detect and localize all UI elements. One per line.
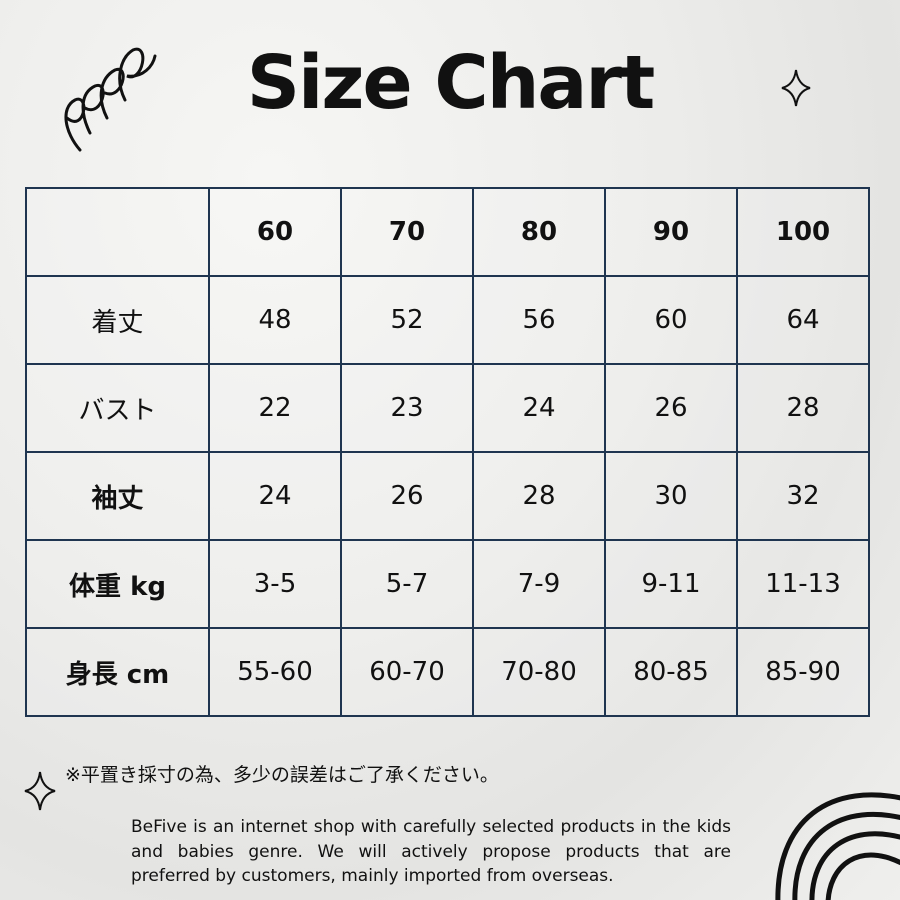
sparkle-icon [24, 771, 56, 811]
table-cell: 70-80 [472, 627, 606, 717]
shop-description: BeFive is an internet shop with carefull… [131, 817, 731, 886]
size-header-cell: 90 [604, 187, 738, 277]
table-cell: 3-5 [208, 539, 342, 629]
row-label: 着丈 [25, 275, 210, 365]
table-cell: 52 [340, 275, 474, 365]
table-cell: 55-60 [208, 627, 342, 717]
table-row: バスト 22 23 24 26 28 [25, 363, 870, 453]
size-header-cell: 80 [472, 187, 606, 277]
table-cell: 56 [472, 275, 606, 365]
row-label: 体重 kg [25, 539, 210, 629]
table-cell: 26 [604, 363, 738, 453]
table-cell: 60 [604, 275, 738, 365]
table-cell: 24 [208, 451, 342, 541]
page-title: Size Chart [246, 40, 655, 126]
sparkle-icon [781, 69, 811, 107]
table-cell: 26 [340, 451, 474, 541]
table-cell: 28 [736, 363, 870, 453]
table-cell: 30 [604, 451, 738, 541]
size-header-cell: 60 [208, 187, 342, 277]
table-cell: 28 [472, 451, 606, 541]
table-cell: 5-7 [340, 539, 474, 629]
swirl-decoration-icon [64, 47, 157, 152]
table-cell: 7-9 [472, 539, 606, 629]
row-label: 袖丈 [25, 451, 210, 541]
table-row: 体重 kg 3-5 5-7 7-9 9-11 11-13 [25, 539, 870, 629]
table-cell: 23 [340, 363, 474, 453]
table-cell: 9-11 [604, 539, 738, 629]
table-cell: 48 [208, 275, 342, 365]
table-row: 袖丈 24 26 28 30 32 [25, 451, 870, 541]
row-label: バスト [25, 363, 210, 453]
table-cell: 85-90 [736, 627, 870, 717]
measurement-note: ※平置き採寸の為、多少の誤差はご了承ください。 [65, 764, 499, 786]
table-cell: 32 [736, 451, 870, 541]
size-header-cell: 100 [736, 187, 870, 277]
size-header-cell: 70 [340, 187, 474, 277]
table-cell: 80-85 [604, 627, 738, 717]
table-cell: 24 [472, 363, 606, 453]
table-row: 身長 cm 55-60 60-70 70-80 80-85 85-90 [25, 627, 870, 717]
table-cell: 60-70 [340, 627, 474, 717]
table-cell: 22 [208, 363, 342, 453]
size-table: 60 70 80 90 100 着丈 48 52 56 60 64 バスト 22 23 24 26 28 袖丈 2… [25, 187, 870, 717]
table-header-row: 60 70 80 90 100 [25, 187, 870, 277]
corner-cell [25, 187, 210, 277]
rainbow-arch-icon [775, 792, 900, 900]
table-cell: 64 [736, 275, 870, 365]
table-cell: 11-13 [736, 539, 870, 629]
row-label: 身長 cm [25, 627, 210, 717]
table-row: 着丈 48 52 56 60 64 [25, 275, 870, 365]
